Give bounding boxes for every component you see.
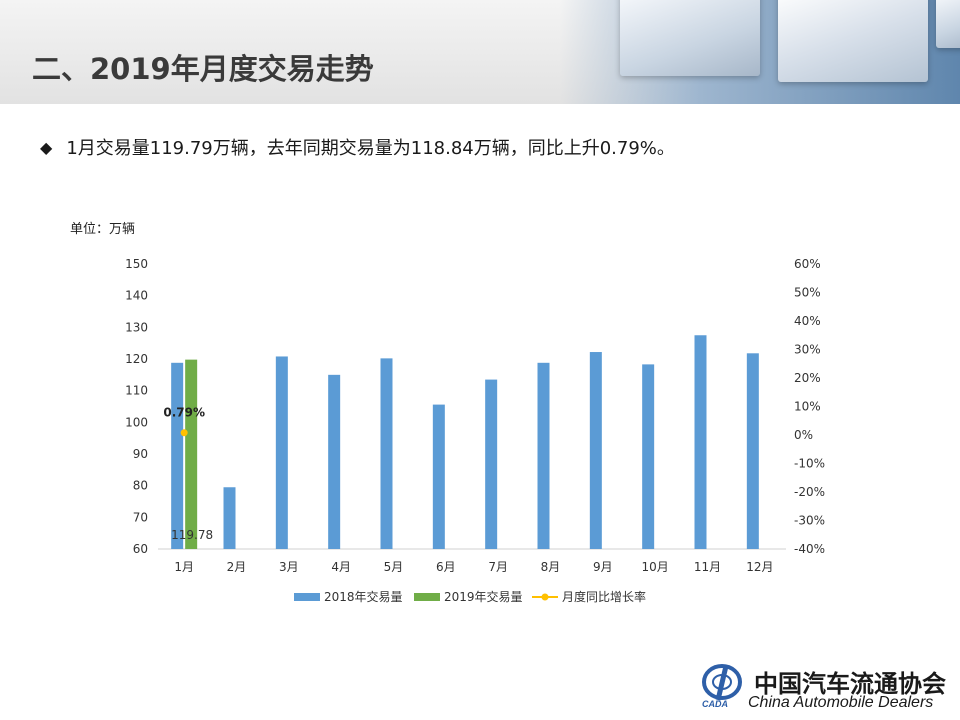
x-tick-label: 2月 [227,560,247,574]
y-tick-label: 120 [125,352,148,366]
legend-swatch-2018 [294,593,320,601]
decorative-cube [778,0,928,82]
diamond-bullet-icon: ◆ [40,137,53,157]
y2-tick-label: -10% [794,457,825,471]
bar-2018 [589,352,602,549]
y-tick-label: 110 [125,384,148,398]
y-tick-label: 100 [125,415,148,429]
y-tick-label: 130 [125,320,148,334]
bar-2019-data-label: 119.78 [171,528,213,542]
x-tick-label: 7月 [488,560,508,574]
bar-2018 [171,362,184,549]
bar-2018 [432,404,445,549]
bar-2018 [275,356,288,549]
x-tick-label: 5月 [384,560,404,574]
cada-logo: CADA 中国汽车流通协会 China Automobile Dealers [694,654,954,714]
legend-swatch-2019 [414,593,440,601]
bar-2018 [537,362,550,549]
bar-2018 [380,358,393,549]
y2-tick-label: -40% [794,542,825,556]
summary-text: 1月交易量119.79万辆，去年同期交易量为118.84万辆，同比上升0.79%… [66,138,675,159]
bar-2018 [485,379,498,549]
decorative-cube [620,0,760,76]
y2-tick-label: 60% [794,257,821,271]
x-tick-label: 10月 [642,560,669,574]
logo-chinese-name: 中国汽车流通协会 [754,670,946,698]
decorative-cube [936,0,960,48]
x-tick-label: 1月 [174,560,194,574]
y2-tick-label: 20% [794,371,821,385]
x-tick-label: 3月 [279,560,299,574]
x-tick-label: 6月 [436,560,456,574]
y2-tick-label: 50% [794,286,821,300]
logo-english-name: China Automobile Dealers [748,694,934,711]
legend-label: 2018年交易量 [324,589,403,604]
x-tick-label: 11月 [694,560,721,574]
bar-2018 [328,374,341,549]
cada-logo-icon: CADA [702,664,742,708]
cada-mark-text: CADA [702,699,728,708]
summary-bullet: ◆ 1月交易量119.79万辆，去年同期交易量为118.84万辆，同比上升0.7… [40,134,675,160]
y2-tick-label: 10% [794,400,821,414]
bar-2018 [642,364,655,549]
y2-tick-label: -30% [794,514,825,528]
x-tick-label: 12月 [746,560,773,574]
y-tick-label: 140 [125,289,148,303]
legend-swatch-growth-point [541,593,549,601]
y2-tick-label: 40% [794,314,821,328]
y2-tick-label: 30% [794,343,821,357]
x-tick-label: 8月 [541,560,561,574]
bar-2018 [746,353,759,549]
y-tick-label: 60 [133,542,148,556]
y-tick-label: 90 [133,447,148,461]
slide-title: 二、2019年月度交易走势 [32,52,374,86]
y-tick-label: 80 [133,479,148,493]
x-tick-label: 9月 [593,560,613,574]
x-tick-label: 4月 [331,560,351,574]
y2-tick-label: 0% [794,428,813,442]
y-tick-label: 70 [133,510,148,524]
growth-rate-data-label: 0.79% [163,406,205,420]
y-tick-label: 150 [125,257,148,271]
legend-label: 月度同比增长率 [562,589,646,604]
slide-header: 二、2019年月度交易走势 [0,0,960,104]
chart-unit-label: 单位：万辆 [70,222,136,237]
legend-label: 2019年交易量 [444,589,523,604]
bar-2019 [185,359,198,549]
bar-2018 [223,487,236,549]
y2-tick-label: -20% [794,485,825,499]
bar-2018 [694,335,707,549]
growth-rate-point [180,429,188,437]
